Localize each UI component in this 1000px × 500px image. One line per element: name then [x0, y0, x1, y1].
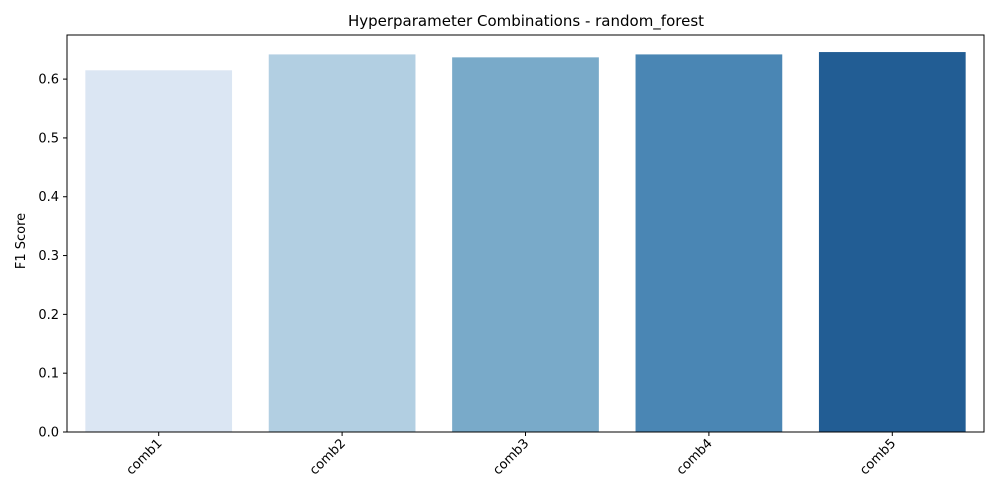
bar-comb2	[268, 54, 416, 433]
y-tick-label: 0.1	[38, 367, 59, 382]
plot-frame	[66, 34, 985, 433]
bar-comb5	[818, 52, 966, 432]
y-axis: 0.0 0.1 0.2 0.3 0.4 0.5 0.6	[38, 73, 67, 441]
x-tick-label: comb2	[307, 436, 349, 478]
x-axis: comb1 comb2 comb3 comb4 comb5	[124, 432, 899, 478]
bar-comb1	[85, 70, 233, 433]
y-tick-label: 0.6	[38, 73, 59, 88]
x-tick-label: comb4	[674, 436, 716, 478]
y-tick-label: 0.4	[38, 190, 59, 205]
x-tick-label: comb3	[490, 436, 532, 478]
x-tick-label: comb1	[124, 436, 166, 478]
chart-title: Hyperparameter Combinations - random_for…	[348, 12, 704, 31]
y-tick-label: 0.3	[38, 249, 59, 264]
y-tick-label: 0.5	[38, 131, 59, 146]
bars-group	[85, 52, 966, 433]
bar-comb3	[452, 57, 599, 432]
y-axis-label: F1 Score	[14, 213, 29, 269]
x-tick-label: comb5	[857, 436, 899, 478]
y-tick-label: 0.2	[38, 308, 59, 323]
bar-comb4	[635, 54, 783, 433]
y-tick-label: 0.0	[38, 426, 59, 441]
